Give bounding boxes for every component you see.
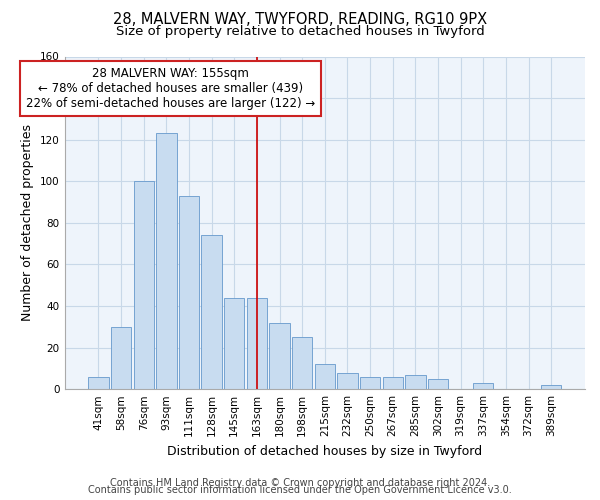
X-axis label: Distribution of detached houses by size in Twyford: Distribution of detached houses by size … [167, 444, 482, 458]
Bar [156, 134, 176, 389]
Bar [202, 236, 222, 389]
Text: Size of property relative to detached houses in Twyford: Size of property relative to detached ho… [116, 25, 484, 38]
Bar [314, 364, 335, 389]
Bar [224, 298, 244, 389]
Text: 28 MALVERN WAY: 155sqm
← 78% of detached houses are smaller (439)
22% of semi-de: 28 MALVERN WAY: 155sqm ← 78% of detached… [26, 67, 316, 110]
Bar [360, 376, 380, 389]
Bar [111, 327, 131, 389]
Bar [292, 337, 313, 389]
Y-axis label: Number of detached properties: Number of detached properties [22, 124, 34, 322]
Bar [134, 182, 154, 389]
Text: 28, MALVERN WAY, TWYFORD, READING, RG10 9PX: 28, MALVERN WAY, TWYFORD, READING, RG10 … [113, 12, 487, 28]
Bar [541, 385, 562, 389]
Text: Contains HM Land Registry data © Crown copyright and database right 2024.: Contains HM Land Registry data © Crown c… [110, 478, 490, 488]
Bar [179, 196, 199, 389]
Bar [473, 383, 493, 389]
Bar [428, 379, 448, 389]
Bar [383, 376, 403, 389]
Bar [337, 372, 358, 389]
Bar [88, 376, 109, 389]
Bar [247, 298, 267, 389]
Text: Contains public sector information licensed under the Open Government Licence v3: Contains public sector information licen… [88, 485, 512, 495]
Bar [269, 322, 290, 389]
Bar [405, 374, 425, 389]
